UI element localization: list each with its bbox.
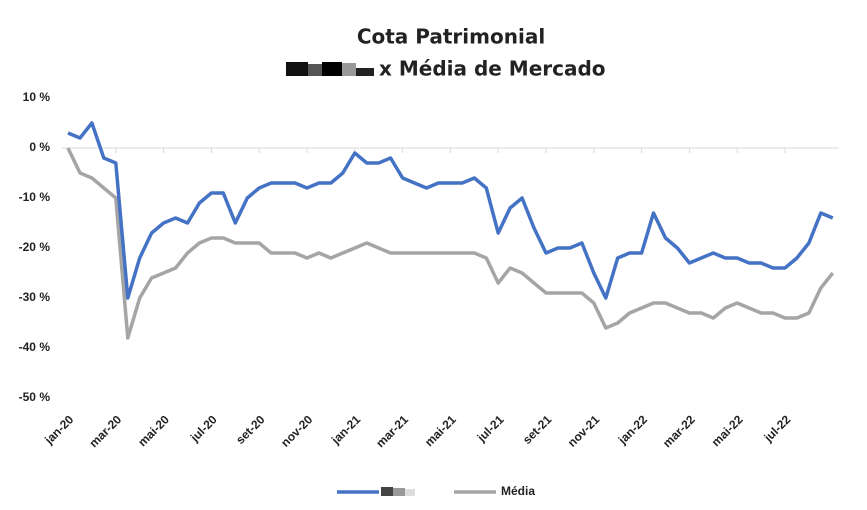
x-tick-label: jul-22	[761, 412, 794, 445]
x-tick-label: mai-21	[422, 412, 459, 449]
x-tick-label: jan-22	[615, 412, 650, 447]
chart-title: Cota Patrimonial	[357, 25, 545, 49]
x-tick-label: nov-21	[565, 412, 602, 449]
redacted-block	[286, 62, 374, 76]
x-tick-label: mai-22	[709, 412, 746, 449]
x-tick-label: jul-20	[187, 412, 220, 445]
x-tick-label: mar-20	[86, 412, 124, 450]
chart-subtitle: x Média de Mercado	[379, 57, 606, 81]
y-tick-label: -20 %	[19, 240, 51, 254]
redacted-block	[381, 487, 415, 496]
redacted-piece	[393, 488, 405, 496]
y-tick-label: -10 %	[19, 190, 51, 204]
x-tick-label: mar-21	[373, 412, 411, 450]
y-tick-label: 10 %	[23, 90, 51, 104]
y-tick-label: -30 %	[19, 290, 51, 304]
x-tick-label: jul-21	[474, 412, 507, 445]
x-tick-label: jan-21	[328, 412, 363, 447]
y-tick-label: 0 %	[29, 140, 50, 154]
x-tick-label: set-21	[520, 412, 555, 447]
series-line	[66, 147, 835, 340]
x-tick-label: nov-20	[278, 412, 315, 449]
x-tick-label: set-20	[233, 412, 268, 447]
x-tick-label: mar-22	[660, 412, 698, 450]
x-tick-label: mai-20	[135, 412, 172, 449]
redacted-piece	[405, 489, 415, 496]
x-tick-label: jan-20	[41, 412, 76, 447]
y-tick-label: -40 %	[19, 340, 51, 354]
series-line	[67, 121, 834, 300]
legend-label: Média	[501, 484, 535, 498]
y-tick-label: -50 %	[19, 390, 51, 404]
redacted-piece	[381, 487, 393, 496]
